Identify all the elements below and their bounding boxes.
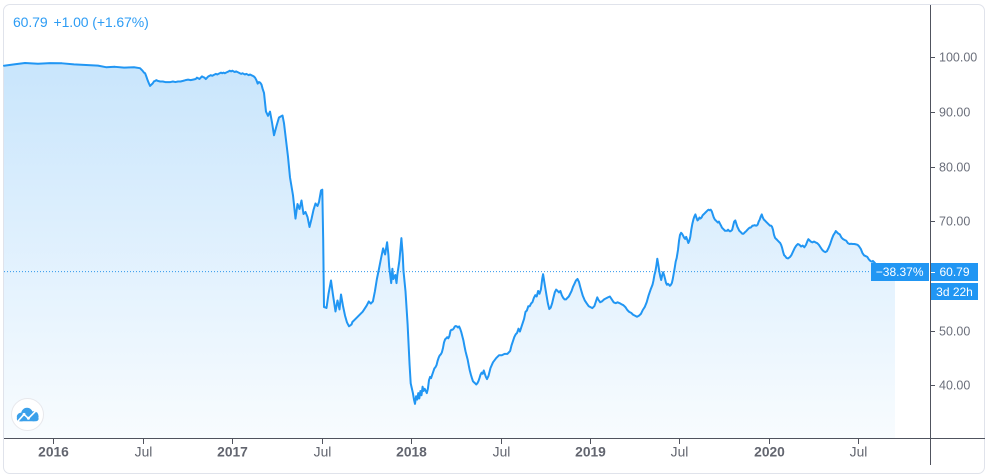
logo-dot-2 xyxy=(26,416,30,420)
bar-countdown-badge: 3d 22h xyxy=(931,283,978,301)
price-axis-label[interactable]: 40.00 xyxy=(939,379,970,393)
provider-logo-button[interactable] xyxy=(11,398,44,431)
logo-zigzag-line xyxy=(17,410,36,422)
price-axis-label[interactable]: 100.00 xyxy=(939,51,977,65)
legend-change: +1.00 (+1.67%) xyxy=(53,14,149,30)
logo-dot-1 xyxy=(22,412,25,416)
time-axis-label[interactable]: 2016 xyxy=(38,445,69,460)
last-price-axis-badge: 60.79 xyxy=(931,263,978,282)
price-axis-label[interactable]: 90.00 xyxy=(939,106,970,120)
time-axis-label[interactable]: Jul xyxy=(850,445,868,460)
cloud-chart-logo-icon xyxy=(16,407,39,422)
time-axis-label[interactable]: Jul xyxy=(135,445,153,460)
series-area-fill xyxy=(4,62,895,438)
time-axis-label[interactable]: 2020 xyxy=(754,445,785,460)
time-axis-label[interactable]: Jul xyxy=(671,445,689,460)
symbol-legend: 60.79 +1.00 (+1.67%) xyxy=(13,15,149,29)
price-axis-label[interactable]: 50.00 xyxy=(939,325,970,339)
time-axis-label[interactable]: 2019 xyxy=(575,445,606,460)
price-axis-label[interactable]: 80.00 xyxy=(939,161,970,175)
time-axis-label[interactable]: 2018 xyxy=(396,445,427,460)
series-line xyxy=(3,61,896,405)
time-axis-label[interactable]: Jul xyxy=(314,445,332,460)
time-axis-label[interactable]: Jul xyxy=(493,445,511,460)
time-axis-label[interactable]: 2017 xyxy=(217,445,248,460)
price-axis-label[interactable]: 70.00 xyxy=(939,215,970,229)
change-percent-badge: −38.37% xyxy=(870,263,929,282)
legend-last-price: 60.79 xyxy=(13,14,48,30)
